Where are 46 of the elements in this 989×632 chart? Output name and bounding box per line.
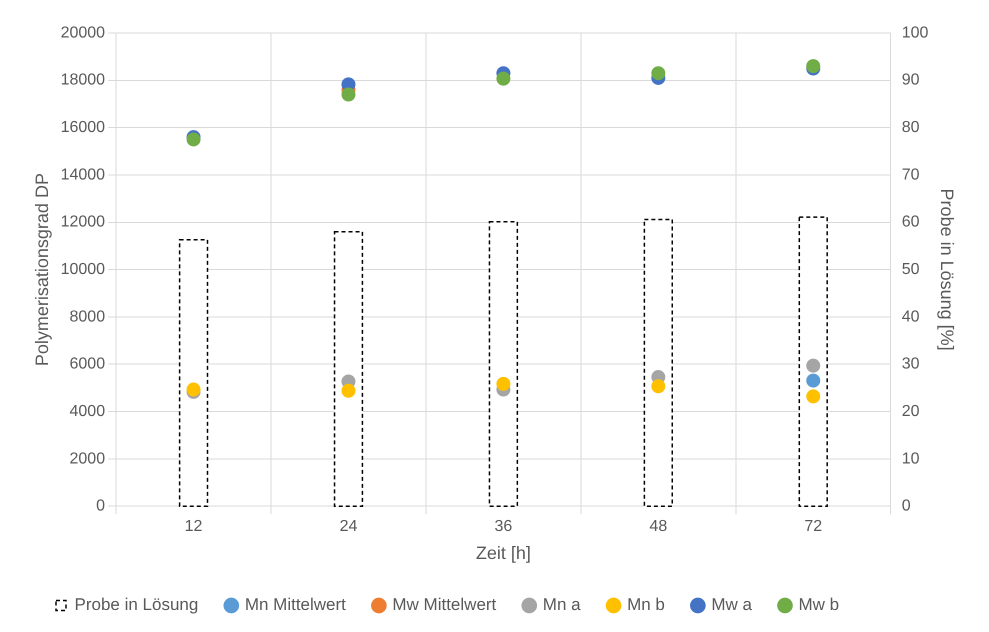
point xyxy=(806,389,820,404)
x-tick-label: 12 xyxy=(184,518,203,536)
legend-label: Mw Mittelwert xyxy=(392,595,497,614)
y2-tick-label: 50 xyxy=(902,261,920,278)
point xyxy=(651,379,666,394)
y-tick-label: 16000 xyxy=(60,119,106,136)
point xyxy=(341,88,356,102)
y-tick-label: 10000 xyxy=(60,261,106,278)
y-tick-label: 18000 xyxy=(60,72,106,89)
point xyxy=(806,374,820,388)
legend-label: Mn b xyxy=(627,595,665,614)
y-tick-label: 0 xyxy=(96,498,106,515)
y2-tick-label: 30 xyxy=(902,356,920,373)
x-tick-label: 36 xyxy=(494,518,512,536)
y-tick-label: 8000 xyxy=(70,308,106,326)
y-axis-title: Polymerisationsgrad DP xyxy=(32,173,52,366)
y-tick-label: 20000 xyxy=(60,24,106,42)
y-tick-label: 14000 xyxy=(60,166,106,184)
y-tick-label: 12000 xyxy=(60,214,106,231)
y2-tick-label: 20 xyxy=(902,402,920,420)
y-tick-label: 2000 xyxy=(70,450,106,468)
y2-tick-label: 60 xyxy=(902,214,920,231)
point xyxy=(806,358,820,373)
y2-tick-label: 0 xyxy=(902,498,911,515)
legend-label: Mn Mittelwert xyxy=(244,595,346,614)
x-tick-label: 24 xyxy=(340,518,358,536)
y2-tick-label: 100 xyxy=(902,24,928,42)
x-tick-label: 48 xyxy=(649,518,668,536)
y-tick-label: 4000 xyxy=(70,402,106,420)
y-tick-label: 6000 xyxy=(70,356,106,373)
legend-label: Probe in Lösung xyxy=(74,595,198,614)
x-axis-title: Zeit [h] xyxy=(476,543,531,564)
y2-tick-label: 40 xyxy=(902,308,920,326)
legend-label: Mw b xyxy=(798,595,840,614)
point xyxy=(651,66,666,80)
y2-tick-label: 90 xyxy=(902,72,920,89)
point xyxy=(496,72,510,86)
y2-tick-label: 70 xyxy=(902,166,920,184)
legend-label: Mn a xyxy=(542,595,582,614)
y2-tick-label: 10 xyxy=(902,450,920,468)
y2-tick-label: 80 xyxy=(902,119,920,136)
point xyxy=(341,384,356,398)
y2-axis-title: Probe in Lösung [%] xyxy=(937,188,958,351)
x-tick-label: 72 xyxy=(804,518,822,536)
point xyxy=(496,376,510,391)
legend-label: Mw a xyxy=(711,595,753,614)
